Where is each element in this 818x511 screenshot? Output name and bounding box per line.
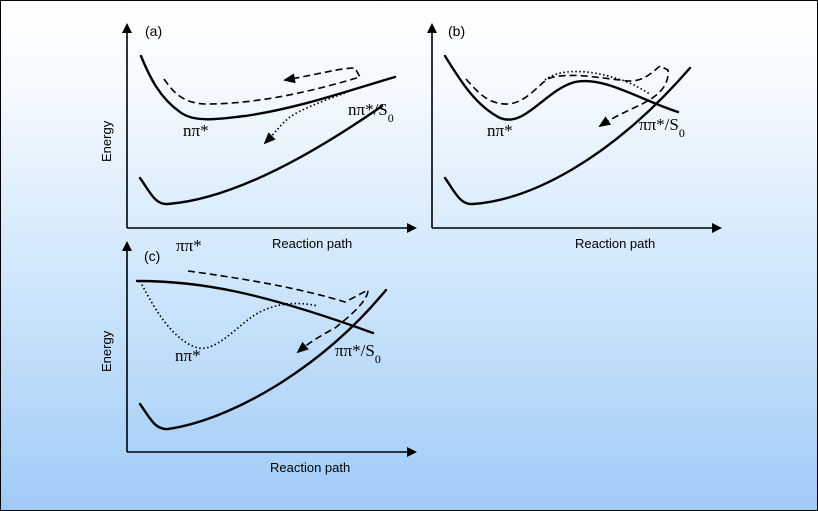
panel-c-x-axis-title: Reaction path [270, 460, 350, 475]
panel-a-label: (a) [145, 23, 162, 39]
panel-b-x-axis-title: Reaction path [575, 236, 655, 251]
panel-c-state-right: ππ*/S0 [335, 341, 381, 366]
panel-c-y-axis-title: Energy [99, 330, 114, 372]
panel-a-dotted-path [263, 92, 346, 145]
panel-c-dotted-path [139, 280, 319, 349]
panel-b: (b) Reaction path nπ* ππ*/S0 [427, 23, 722, 251]
panel-c-state-left: nπ* [175, 346, 201, 365]
panel-a-state-left: nπ* [183, 121, 209, 140]
panel-b-label: (b) [448, 23, 465, 39]
panel-c-state-top: ππ* [176, 236, 202, 255]
panel-c-ground-state-curve [138, 288, 388, 431]
panel-a-y-axis-title: Energy [99, 120, 114, 162]
panel-c-label: (c) [144, 248, 160, 264]
panel-a-state-right: nπ*/S0 [348, 100, 394, 125]
panel-b-state-left: nπ* [487, 121, 513, 140]
panel-a-ground-state-curve [138, 104, 384, 206]
panel-b-state-right: ππ*/S0 [639, 115, 685, 140]
panel-c-dashed-path [187, 270, 369, 354]
panel-a-npi-state-curve [139, 54, 397, 121]
panel-c-pipi-state-curve [135, 279, 375, 335]
panel-c: (c) Energy Reaction path ππ* nπ* ππ*/S0 [99, 236, 417, 475]
panel-b-dotted-path [544, 70, 651, 95]
panel-a-x-axis-title: Reaction path [272, 236, 352, 251]
panel-a: (a) Energy Reaction path nπ* nπ*/S0 [99, 23, 417, 251]
panel-b-npi-state-curve [443, 54, 680, 121]
panel-b-ground-state-curve [443, 66, 692, 206]
panel-b-dashed-path [465, 65, 669, 128]
panel-a-dashed-path [163, 67, 362, 105]
